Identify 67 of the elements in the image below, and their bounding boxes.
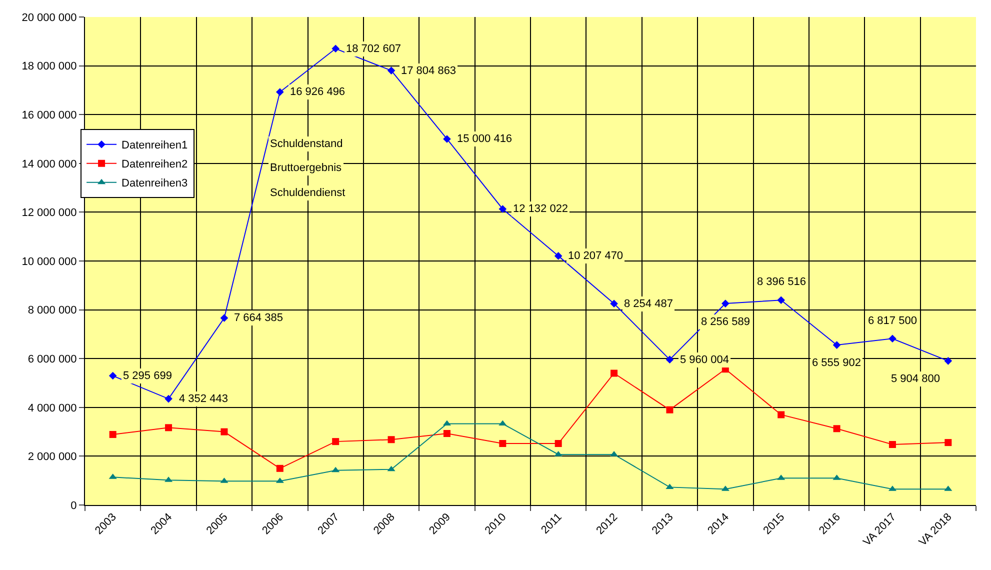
point	[777, 296, 785, 304]
point	[388, 436, 395, 444]
point	[387, 466, 396, 472]
annotation: Bruttoergebnis	[270, 162, 342, 174]
data-label: 8 254 487	[624, 298, 673, 310]
point	[443, 430, 450, 438]
point	[220, 314, 228, 322]
point	[108, 372, 117, 380]
point	[165, 424, 172, 432]
point	[387, 66, 396, 74]
data-label: 6 817 500	[868, 315, 917, 327]
point	[332, 438, 340, 446]
legend-label: Datenreihen2	[122, 158, 188, 171]
point	[944, 439, 952, 446]
point	[666, 406, 674, 414]
y-tick-label: 4 000 000	[28, 402, 77, 414]
data-label: 8 256 589	[701, 316, 750, 328]
legend-label: Datenreihen3	[122, 178, 188, 190]
point	[554, 252, 562, 260]
y-tick-label: 10 000 000	[22, 256, 77, 268]
data-label: 5 295 699	[123, 370, 172, 382]
annotation: Schuldendienst	[270, 187, 346, 199]
y-tick-label: 18 000 000	[22, 60, 77, 73]
point	[666, 356, 674, 364]
point	[332, 466, 340, 472]
point	[164, 394, 172, 403]
data-label: 8 396 516	[757, 276, 806, 288]
data-label: 15 000 416	[457, 133, 512, 145]
point	[443, 135, 451, 143]
point	[944, 357, 952, 365]
point	[610, 300, 618, 308]
data-label: 12 132 022	[513, 203, 568, 215]
data-label: 10 207 470	[568, 250, 624, 262]
y-tick-label: 0	[70, 500, 77, 512]
point	[276, 88, 284, 96]
y-tick-label: 14 000 000	[22, 158, 77, 170]
point	[778, 411, 785, 418]
annotation: Schuldenstand	[270, 138, 343, 150]
data-label: 7 664 385	[234, 312, 283, 324]
point	[610, 370, 618, 377]
point	[832, 341, 841, 349]
data-label: 4 352 443	[179, 393, 228, 405]
point	[722, 300, 730, 308]
data-label: 18 702 607	[346, 43, 402, 55]
point	[499, 440, 506, 448]
y-tick-label: 8 000 000	[28, 304, 77, 317]
point	[888, 334, 896, 343]
data-label: 5 960 004	[680, 354, 729, 366]
y-tick-label: 2 000 000	[28, 451, 77, 464]
point	[888, 440, 896, 448]
data-label: 16 926 496	[290, 86, 346, 98]
y-tick-label: 12 000 000	[22, 207, 77, 220]
y-tick-label: 16 000 000	[22, 109, 77, 122]
point	[833, 425, 840, 432]
legend-label: Datenreihen1	[122, 140, 188, 152]
point	[554, 450, 562, 456]
point	[498, 205, 507, 213]
point	[554, 440, 562, 448]
data-label: 6 555 902	[812, 357, 861, 369]
point	[332, 44, 340, 53]
y-tick-label: 6 000 000	[28, 353, 77, 366]
data-label: 5 904 800	[891, 373, 940, 385]
point	[276, 464, 284, 472]
data-label: 17 804 863	[401, 65, 456, 77]
point	[109, 430, 116, 438]
point	[220, 428, 228, 436]
y-tick-label: 20 000 000	[22, 12, 77, 24]
